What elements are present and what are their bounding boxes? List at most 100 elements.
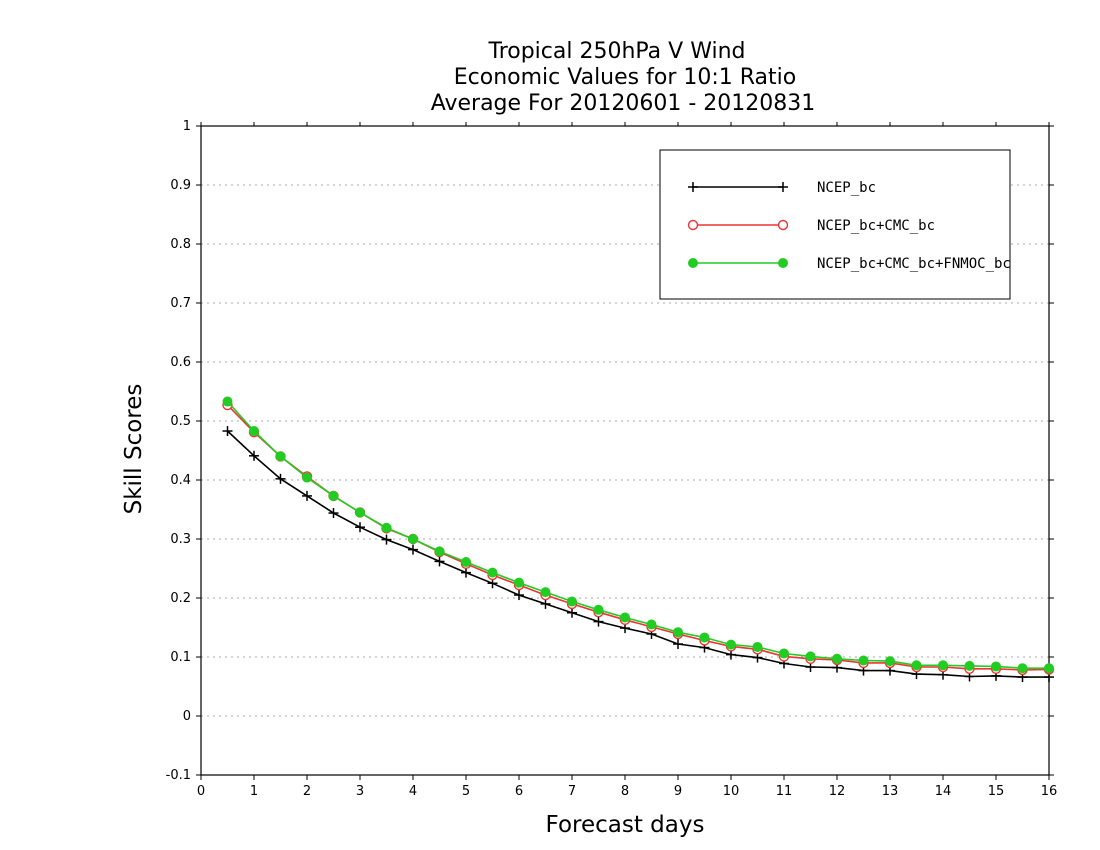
y-tick-label: 0.6: [170, 355, 191, 370]
data-point: [434, 556, 445, 567]
legend-label: NCEP_bc+CMC_bc: [817, 218, 935, 234]
data-point: [381, 534, 392, 545]
data-point: [222, 396, 233, 407]
y-tick-label: 0: [183, 709, 191, 724]
series-1: [222, 426, 1054, 683]
data-point: [1017, 663, 1028, 674]
legend-marker: [777, 219, 789, 231]
legend-entry-1: NCEP_bc: [688, 180, 876, 196]
data-point: [567, 607, 577, 618]
legend-entry-3: NCEP_bc+CMC_bc+FNMOC_bc: [688, 256, 1011, 272]
data-point: [673, 639, 683, 650]
legend-label: NCEP_bc: [817, 180, 876, 196]
series-line: [226, 400, 1049, 670]
legend-marker: [778, 182, 788, 192]
data-point: [408, 544, 418, 555]
data-point: [885, 656, 895, 667]
data-point: [646, 619, 657, 630]
legend: NCEP_bc NCEP_bc+CMC_bc NCEP_bc+CMC_bc+FNMO…: [659, 149, 1011, 300]
data-point: [461, 567, 471, 578]
data-point: [832, 653, 842, 664]
y-tick-label: 0.8: [170, 237, 191, 252]
y-tick-label: 0.5: [170, 414, 191, 429]
data-point: [938, 660, 948, 671]
series-2: [222, 399, 1055, 676]
y-tick-label: 0.3: [170, 532, 191, 547]
y-tick-label: 0.4: [170, 473, 191, 488]
series-line: [226, 430, 1049, 678]
data-point: [593, 604, 604, 615]
x-tick-label: 9: [674, 784, 682, 799]
data-point: [699, 632, 710, 643]
data-point: [222, 426, 233, 437]
data-point: [726, 639, 736, 650]
chart-title: Tropical 250hPa V Wind Economic Values f…: [431, 39, 816, 116]
data-point: [434, 546, 445, 557]
y-tick-label: -0.1: [166, 768, 191, 783]
x-tick-label: 1: [250, 784, 258, 799]
title-line-1: Tropical 250hPa V Wind: [487, 39, 745, 64]
x-tick-label: 12: [829, 784, 846, 799]
legend-marker: [688, 258, 698, 268]
x-tick-label: 13: [882, 784, 899, 799]
x-tick-label: 8: [621, 784, 629, 799]
data-point: [275, 473, 286, 484]
data-point: [302, 472, 312, 483]
data-point: [249, 426, 259, 437]
data-point: [355, 507, 365, 518]
x-tick-label: 4: [409, 784, 417, 799]
data-point: [858, 655, 869, 666]
data-point: [964, 660, 975, 671]
legend-label: NCEP_bc+CMC_bc+FNMOC_bc: [817, 256, 1011, 272]
data-point: [408, 534, 418, 544]
data-point: [593, 616, 604, 627]
data-point: [620, 612, 630, 623]
y-tick-label: 0.9: [170, 178, 191, 193]
x-tick-label: 2: [303, 784, 311, 799]
series-layer: [222, 396, 1055, 683]
legend-marker: [687, 219, 699, 231]
y-tick-label: 0.1: [170, 650, 191, 665]
x-tick-label: 5: [462, 784, 470, 799]
y-tick-label: 0.7: [170, 296, 191, 311]
data-point: [275, 451, 286, 462]
data-point: [302, 490, 312, 501]
y-axis-label: Skill Scores: [121, 384, 147, 515]
data-point: [1044, 663, 1054, 674]
data-point: [567, 596, 577, 607]
data-point: [328, 490, 339, 501]
title-line-3: Average For 20120601 - 20120831: [431, 91, 816, 116]
x-tick-label: 7: [568, 784, 576, 799]
data-point: [487, 567, 498, 578]
x-tick-label: 16: [1041, 784, 1058, 799]
x-tick-label: 15: [988, 784, 1005, 799]
x-axis-label: Forecast days: [546, 812, 705, 838]
legend-entry-2: NCEP_bc+CMC_bc: [687, 218, 935, 234]
series-3: [222, 396, 1054, 674]
data-point: [991, 661, 1001, 672]
x-tick-label: 3: [356, 784, 364, 799]
data-point: [805, 651, 816, 662]
data-point: [540, 587, 551, 598]
x-tick-label: 10: [723, 784, 740, 799]
data-point: [911, 660, 922, 671]
data-point: [752, 641, 763, 652]
x-tick-label: 6: [515, 784, 523, 799]
data-point: [249, 450, 259, 461]
data-point: [461, 557, 471, 568]
legend-marker: [688, 182, 698, 192]
data-point: [673, 627, 683, 638]
data-point: [514, 577, 524, 588]
x-tick-label: 11: [776, 784, 793, 799]
y-tick-label: 0.2: [170, 591, 191, 606]
axis-ticks: -0.100.10.20.30.40.50.60.70.80.910 1 2 3 4 5 6…: [166, 119, 1058, 799]
data-point: [540, 598, 551, 609]
data-point: [779, 648, 789, 659]
title-line-2: Economic Values for 10:1 Ratio: [454, 65, 796, 90]
x-tick-label: 0: [197, 784, 205, 799]
data-point: [328, 508, 339, 519]
y-tick-label: 1: [183, 119, 191, 134]
legend-marker: [778, 258, 788, 268]
data-point: [514, 590, 524, 601]
